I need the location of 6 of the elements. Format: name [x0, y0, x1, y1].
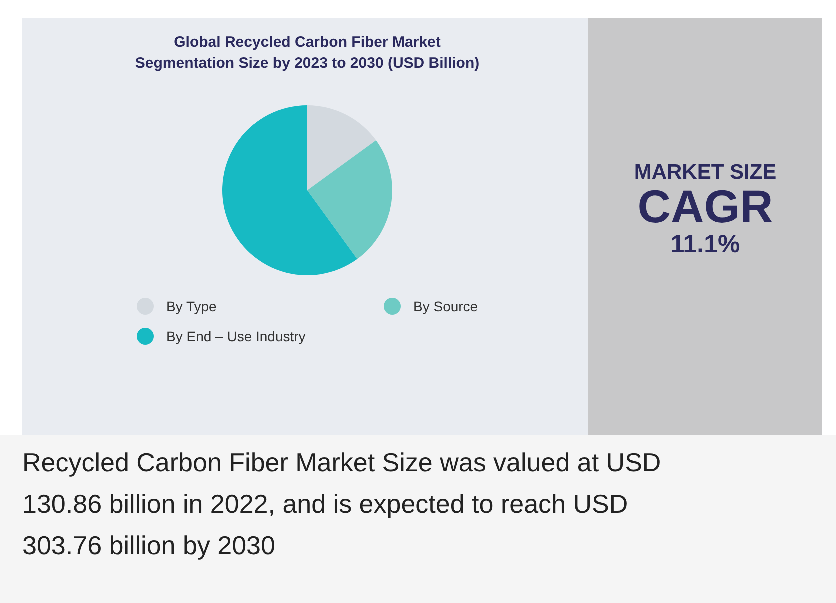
text: Recycled Carbon Fiber Market Size was valued at USD 130.86 billion in 2022, and is expected to reach USD 303.76 billion by 2030	[22, 448, 662, 560]
legend-label: By Source	[414, 298, 478, 314]
text: 11.1%	[670, 230, 740, 258]
legend-label: By End – Use Industry	[166, 328, 306, 344]
legend-label: By Type	[166, 298, 218, 314]
chart-title: Global Recycled Carbon Fiber Market Segmentation Size by 2023 to 2030 (USD Billion)	[135, 34, 480, 72]
